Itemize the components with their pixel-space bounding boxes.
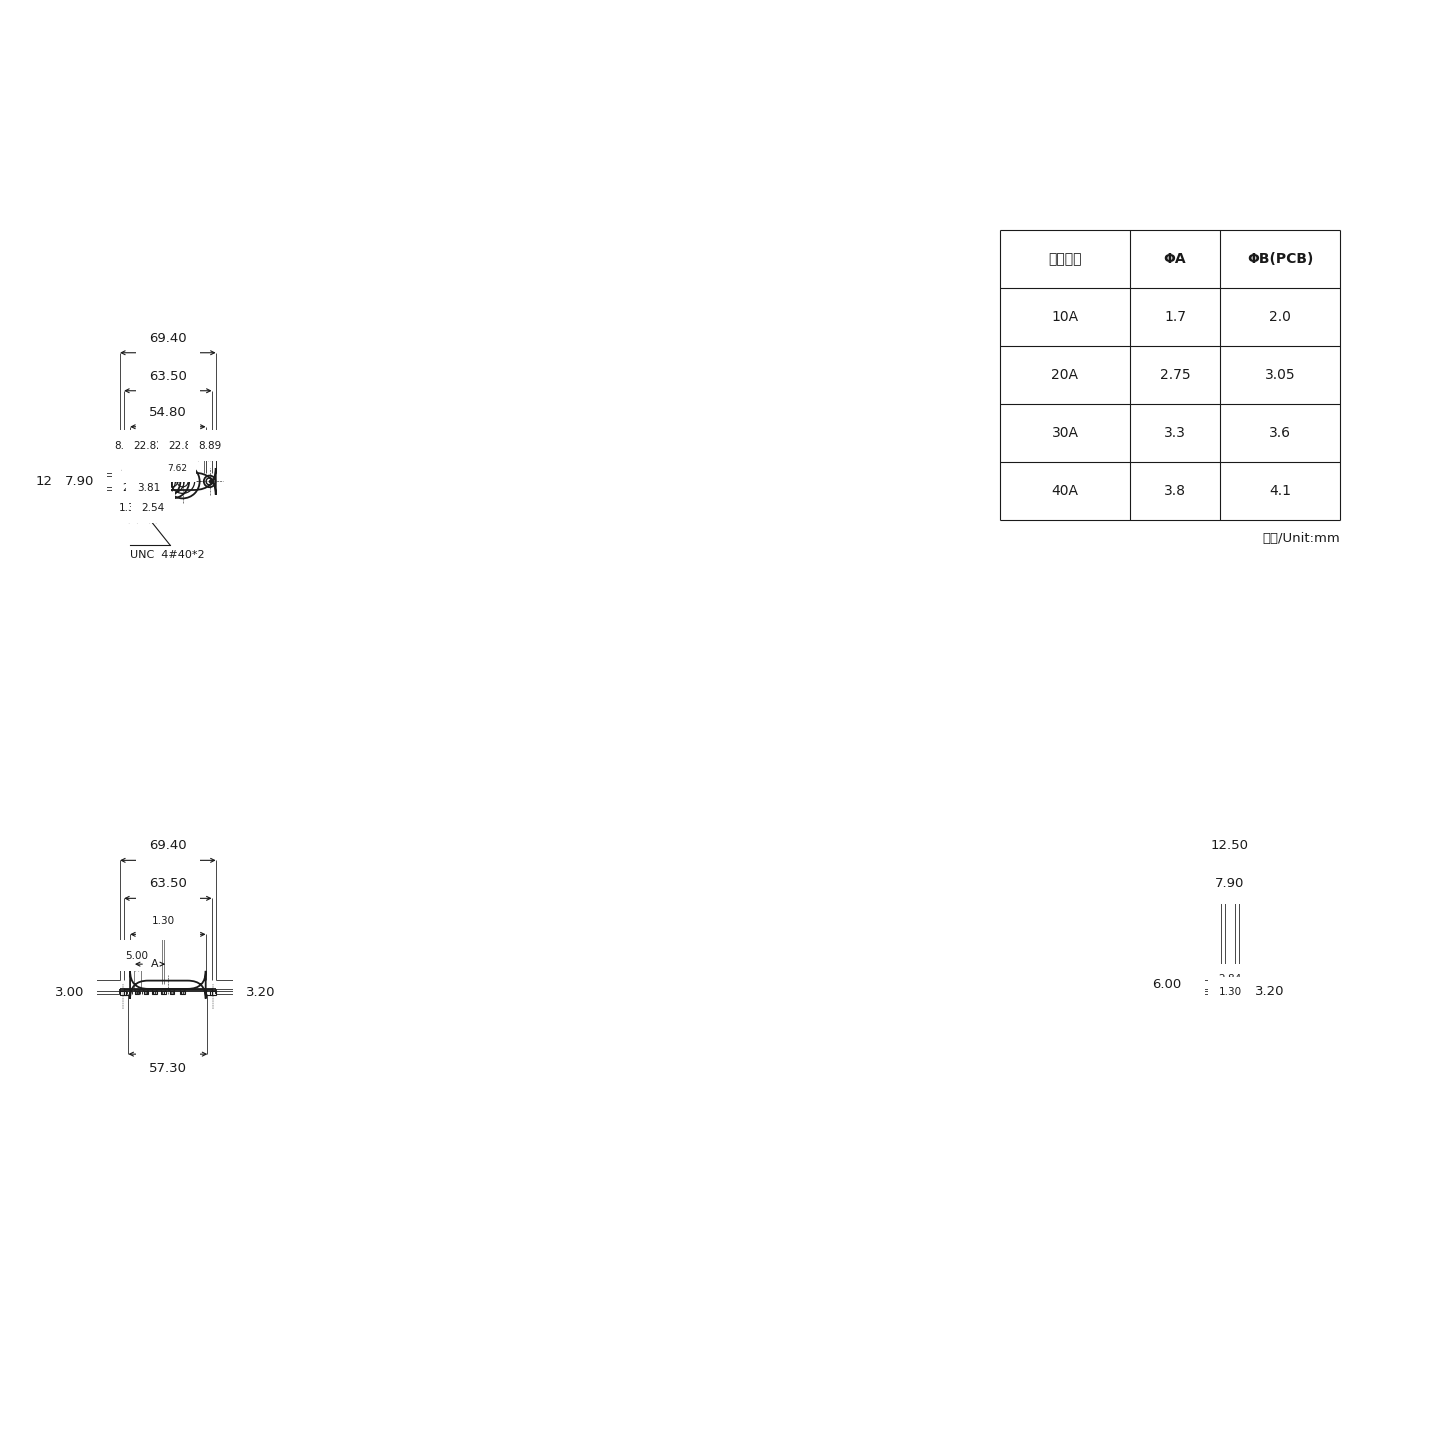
Text: 7.90: 7.90	[1215, 877, 1244, 890]
Text: 54.80: 54.80	[148, 406, 187, 419]
Text: 6.35: 6.35	[140, 464, 160, 472]
Text: 1.7: 1.7	[1164, 310, 1187, 324]
Text: 3.81: 3.81	[137, 482, 160, 492]
Bar	[180, 991, 184, 994]
Text: A7: A7	[128, 491, 138, 500]
Text: 12.50: 12.50	[1211, 840, 1248, 852]
Text: 3.3: 3.3	[1164, 426, 1187, 441]
Text: 30A: 30A	[1051, 426, 1079, 441]
Text: 5.00: 5.00	[125, 950, 148, 960]
Bar	[1230, 992, 1231, 994]
Text: A4: A4	[127, 462, 137, 472]
Text: 6.00: 6.00	[246, 978, 275, 991]
Text: 6.35: 6.35	[131, 464, 151, 472]
Text: A5: A5	[135, 491, 145, 500]
Text: 6.35: 6.35	[148, 464, 168, 472]
Text: 57.30: 57.30	[148, 1063, 187, 1076]
Bar	[144, 991, 148, 994]
Text: ΦB(PCB): ΦB(PCB)	[1247, 252, 1313, 266]
Text: 1.385: 1.385	[118, 503, 148, 513]
Text: A4: A4	[148, 451, 160, 461]
Text: 6.00: 6.00	[1152, 978, 1181, 991]
Text: A1: A1	[137, 462, 147, 472]
Text: 3.20: 3.20	[246, 986, 275, 999]
Text: A1: A1	[177, 451, 189, 461]
Bar	[120, 991, 125, 995]
Text: 1.30: 1.30	[151, 916, 174, 926]
Text: A3: A3	[157, 451, 170, 461]
Text: 2.54: 2.54	[141, 503, 164, 513]
Bar	[124, 989, 130, 995]
Text: 3.05: 3.05	[1264, 369, 1296, 382]
Text: A2: A2	[134, 462, 144, 472]
Text: 7.62: 7.62	[167, 464, 187, 472]
Text: 69.40: 69.40	[150, 331, 187, 344]
Text: A2: A2	[166, 451, 179, 461]
Text: 4.1: 4.1	[1269, 484, 1292, 498]
Text: A6: A6	[132, 491, 143, 500]
Text: 12.50: 12.50	[36, 475, 73, 488]
Bar	[206, 989, 212, 995]
Bar	[153, 991, 157, 994]
Text: 6.35: 6.35	[158, 464, 177, 472]
Text: A5: A5	[140, 451, 151, 461]
Bar	[161, 991, 166, 994]
Text: 6.00: 6.00	[1269, 978, 1297, 991]
Text: A3: A3	[131, 462, 141, 472]
Text: A: A	[151, 959, 158, 969]
Text: 1.30: 1.30	[1218, 988, 1241, 996]
Text: 2.77: 2.77	[122, 482, 145, 492]
Text: UNC  4#40*2: UNC 4#40*2	[130, 550, 204, 560]
Text: 20A: 20A	[1051, 369, 1079, 382]
Bar	[135, 991, 140, 994]
Text: 单位/Unit:mm: 单位/Unit:mm	[1263, 531, 1341, 544]
Text: 63.50: 63.50	[148, 877, 187, 890]
Bar	[210, 991, 216, 995]
Text: A6: A6	[131, 451, 143, 461]
Text: 69.40: 69.40	[150, 840, 187, 852]
Text: 3.20: 3.20	[1269, 986, 1297, 999]
Text: 2.0: 2.0	[1269, 310, 1290, 324]
Text: 3.8: 3.8	[1164, 484, 1187, 498]
Text: 54.80: 54.80	[148, 913, 187, 926]
Text: 7.00: 7.00	[1269, 979, 1297, 992]
Text: 2.84: 2.84	[1218, 973, 1241, 984]
Text: 3.00: 3.00	[1162, 986, 1191, 999]
Text: 40A: 40A	[1051, 484, 1079, 498]
Text: 7.90: 7.90	[65, 475, 94, 488]
Text: 3.20: 3.20	[1256, 985, 1284, 998]
Text: 8.89: 8.89	[199, 441, 222, 451]
Text: 2.75: 2.75	[1159, 369, 1191, 382]
Text: 7.00: 7.00	[55, 979, 84, 992]
Text: 22.82: 22.82	[132, 441, 163, 451]
Bar	[1228, 991, 1233, 994]
Text: 额定电流: 额定电流	[1048, 252, 1081, 266]
Text: 10A: 10A	[1051, 310, 1079, 324]
Text: 3.00: 3.00	[55, 986, 84, 999]
Text: ΦA: ΦA	[1164, 252, 1187, 266]
Text: 5.075: 5.075	[121, 464, 147, 472]
Text: 63.50: 63.50	[148, 370, 187, 383]
Text: 8.93: 8.93	[115, 441, 138, 451]
Text: 3.6: 3.6	[1269, 426, 1292, 441]
Bar	[170, 991, 174, 994]
Text: 22.86: 22.86	[168, 441, 199, 451]
